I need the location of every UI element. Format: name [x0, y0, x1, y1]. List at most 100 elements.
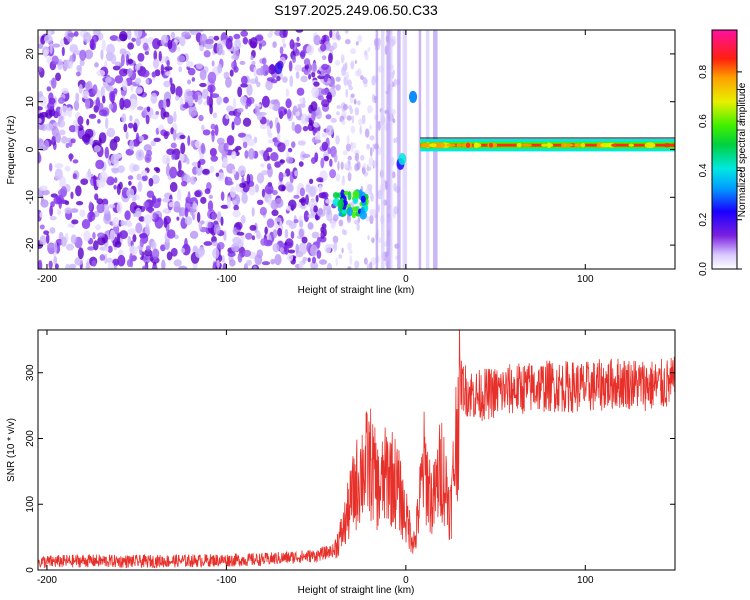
spectrogram-cell: [261, 57, 267, 65]
spectrogram-cell: [46, 86, 52, 92]
spectrogram-cell: [170, 247, 178, 257]
spectrogram-cell: [140, 69, 150, 78]
spectrogram-cell: [254, 35, 264, 41]
spectrogram-cell: [338, 212, 342, 217]
spectrogram-cell: [256, 199, 264, 206]
spectrogram-cell: [600, 143, 611, 148]
spectrogram-cell: [225, 114, 230, 120]
spectrogram-cell: [167, 39, 173, 50]
snr-y-ticks: 0 100 200 300: [25, 364, 675, 573]
spectrogram-cell: [213, 224, 221, 235]
spectrogram-cell: [93, 145, 101, 153]
spectrogram-cell: [89, 38, 95, 50]
spectrogram-cell: [270, 99, 279, 105]
spectrogram-cell: [335, 76, 341, 82]
spectrogram-cell: [303, 58, 311, 66]
spectrogram-cell: [332, 192, 339, 199]
spectrogram-cell: [354, 260, 360, 269]
spectrogram-cell: [122, 98, 131, 109]
spectrogram-cell: [98, 132, 107, 144]
colorbar-label: Normalized spectral amplitude: [737, 82, 748, 217]
spectrogram-cell: [44, 123, 54, 131]
spectrogram-cell: [221, 255, 225, 263]
spectrogram-cell: [250, 55, 254, 61]
spectrogram-cell: [299, 97, 304, 104]
spectrogram-cell: [294, 124, 302, 134]
spectrogram-cell: [142, 265, 148, 269]
spectrogram-cell: [126, 30, 132, 40]
spectrogram-cell: [104, 146, 110, 159]
spectrogram-cell: [298, 228, 305, 238]
spectrogram-cell: [261, 95, 270, 108]
spectrogram-cell: [316, 130, 321, 140]
spectrogram-cell: [101, 39, 106, 52]
spectrogram-cell: [333, 241, 338, 252]
spectrogram-cell: [129, 115, 133, 122]
spectrogram-cell: [190, 140, 195, 147]
spectrogram-cell: [70, 138, 76, 144]
spectrogram-cell: [64, 207, 73, 214]
spectrogram-cell: [151, 71, 157, 78]
spectrogram-cell: [203, 50, 211, 58]
spectrogram-cell: [96, 198, 104, 205]
spectrogram-cell: [163, 215, 171, 225]
spectrogram-cell: [145, 78, 150, 85]
spectrogram-cell: [324, 243, 332, 254]
spectrogram-cell: [176, 216, 180, 221]
spectrogram-cell: [199, 33, 208, 46]
spectrogram-cell: [295, 71, 300, 79]
spectrogram-cell: [127, 175, 134, 180]
spectrogram-cell: [211, 241, 219, 247]
spectrogram-cell: [126, 188, 135, 198]
spectrogram-cell: [345, 143, 352, 152]
spectrogram-cell: [151, 265, 158, 269]
spectrogram-cell: [158, 50, 162, 62]
spectrogram-cell: [299, 187, 306, 197]
spectrogram-cell: [51, 77, 57, 89]
spectrogram-cell: [563, 143, 574, 147]
spectrogram-cell: [121, 113, 127, 123]
spectrogram-y-label: Frequency (Hz): [6, 116, 17, 185]
spectrogram-cell: [347, 190, 352, 201]
spectrogram-cell: [232, 97, 237, 110]
spectrogram-cell: [428, 143, 437, 148]
spectrogram-cell: [228, 110, 236, 116]
spectrogram-cell: [356, 67, 362, 77]
spectrogram-cell: [295, 30, 304, 33]
spectrogram-cell: [177, 46, 181, 52]
spectrogram-cell: [38, 106, 43, 111]
spectrogram-cell: [266, 218, 275, 228]
spectrogram-cell: [321, 99, 330, 108]
spectrogram-cell: [311, 71, 316, 78]
spectrogram-cell: [351, 142, 357, 149]
spectrogram-cell: [347, 79, 352, 88]
spectrogram-cell: [358, 118, 362, 126]
spectrogram-cell: [338, 219, 344, 227]
spectrogram-cell: [38, 66, 43, 73]
spectrogram-cell: [97, 119, 101, 124]
spectrogram-cell: [144, 223, 150, 236]
spectrogram-cell: [363, 78, 368, 85]
spectrogram-cell: [318, 184, 323, 194]
spectrogram-cell: [202, 129, 211, 136]
spectrogram-cell: [117, 254, 126, 267]
spectrogram-cell: [38, 138, 45, 150]
spectrogram-cell: [229, 186, 236, 198]
spectrogram-cell: [104, 117, 109, 130]
spectrogram-cell: [354, 59, 357, 65]
spectrogram-cell: [65, 142, 70, 149]
spectrogram-cell: [350, 125, 356, 134]
spectrogram-cell: [191, 111, 199, 116]
spectrogram-cell: [371, 93, 376, 103]
spectrogram-cell: [242, 37, 249, 45]
spectrogram-cell: [151, 241, 157, 250]
spectrogram-cell: [185, 60, 194, 68]
spectrogram-cell: [60, 38, 65, 48]
spectrogram-cell: [336, 111, 340, 116]
spectrogram-cell: [134, 30, 143, 39]
spectrogram-cell: [516, 143, 522, 148]
spectrogram-cell: [170, 142, 177, 149]
spectrogram-cell: [48, 92, 54, 102]
spectrogram-cell: [321, 141, 329, 151]
spectrogram-cell: [92, 84, 98, 95]
